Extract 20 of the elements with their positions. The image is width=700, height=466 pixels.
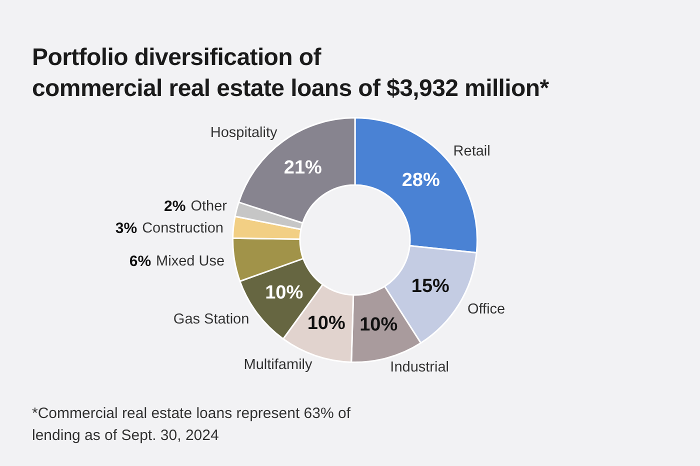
data-label: 2%: [164, 198, 186, 215]
data-label: 15%: [411, 276, 450, 297]
data-label: 6%: [129, 252, 152, 270]
data-label: 28%: [402, 170, 440, 191]
data-label: 10%: [307, 313, 346, 334]
slice-label: Other: [190, 198, 228, 215]
slice-label: Industrial: [390, 359, 450, 376]
slice-label: Retail: [453, 144, 490, 160]
data-label: 21%: [284, 158, 322, 179]
slice-label: Gas Station: [173, 311, 250, 328]
data-label: 3%: [115, 220, 138, 237]
slice-label: Office: [468, 302, 506, 318]
data-label: 10%: [265, 282, 304, 304]
slice-label: Mixed Use: [156, 254, 225, 270]
data-label: 10%: [360, 314, 398, 336]
slice-label: Construction: [142, 220, 224, 237]
chart-title: Portfolio diversification of commercial real estate loans of $3,932 million*: [32, 43, 549, 104]
text: *Commercial real estate loans represent 63% of lending as of Sept. 30, 2024: [32, 404, 352, 446]
slice-label: Hospitality: [210, 125, 278, 142]
slice-label: Multifamily: [244, 357, 314, 374]
